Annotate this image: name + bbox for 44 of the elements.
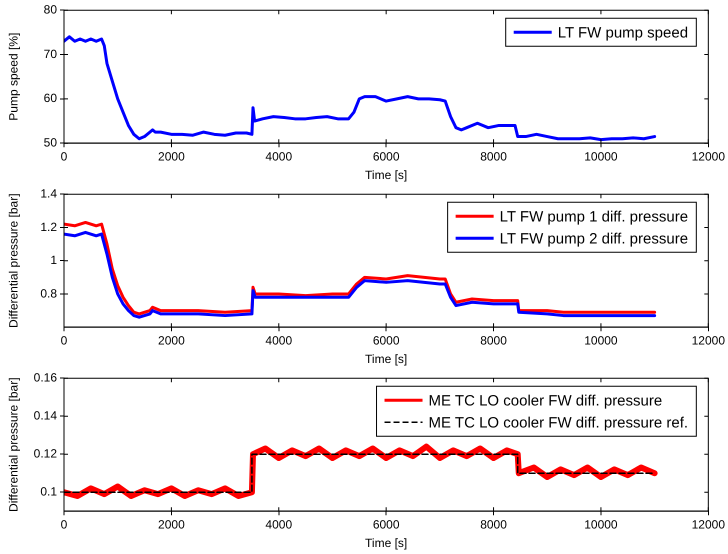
x-tick-label: 8000 <box>480 150 508 164</box>
legend-label: LT FW pump 2 diff. pressure <box>500 230 688 248</box>
x-tick-label: 10000 <box>584 518 618 532</box>
y-tick-label: 0.8 <box>40 286 58 300</box>
legend-label: ME TC LO cooler FW diff. pressure <box>428 392 662 410</box>
x-tick-label: 12000 <box>692 518 726 532</box>
x-axis-title: Time [s] <box>365 352 408 366</box>
x-tick-label: 10000 <box>584 150 618 164</box>
y-tick-label: 0.16 <box>34 370 58 385</box>
legend-label: ME TC LO cooler FW diff. pressure ref. <box>428 414 688 432</box>
x-tick-label: 2000 <box>158 518 186 532</box>
legend-label: LT FW pump speed <box>558 24 688 42</box>
x-tick-label: 2000 <box>158 150 186 164</box>
x-tick-label: 6000 <box>372 150 400 164</box>
x-tick-label: 12000 <box>692 334 726 348</box>
x-tick-label: 4000 <box>265 334 292 348</box>
y-tick-label: 80 <box>44 2 58 17</box>
y-tick-label: 1.4 <box>40 186 58 201</box>
y-tick-label: 1 <box>50 253 58 268</box>
x-tick-label: 6000 <box>372 518 400 532</box>
x-tick-label: 12000 <box>692 150 726 164</box>
x-tick-label: 4000 <box>265 150 292 164</box>
x-axis-title: Time [s] <box>365 536 408 550</box>
y-tick-label: 0.12 <box>34 446 58 461</box>
y-axis-title: Pump speed [%] <box>6 32 21 121</box>
y-axis-title: Differential pressure [bar] <box>6 377 21 512</box>
x-tick-label: 8000 <box>480 518 508 532</box>
y-tick-label: 50 <box>44 136 58 150</box>
x-tick-label: 4000 <box>265 518 292 532</box>
y-tick-label: 0.1 <box>40 484 58 499</box>
x-axis-title: Time [s] <box>365 168 408 182</box>
y-tick-label: 60 <box>44 91 58 106</box>
y-tick-label: 0.14 <box>34 408 58 423</box>
y-tick-label: 70 <box>44 46 58 61</box>
x-tick-label: 8000 <box>480 334 508 348</box>
x-tick-label: 0 <box>60 518 68 532</box>
x-tick-label: 10000 <box>584 334 618 348</box>
y-axis-title: Differential pressure [bar] <box>6 193 21 328</box>
x-tick-label: 6000 <box>372 334 400 348</box>
legend-label: LT FW pump 1 diff. pressure <box>500 208 688 226</box>
x-tick-label: 0 <box>60 334 68 348</box>
y-tick-label: 1.2 <box>40 220 58 234</box>
x-tick-label: 2000 <box>158 334 186 348</box>
x-tick-label: 0 <box>60 150 68 164</box>
